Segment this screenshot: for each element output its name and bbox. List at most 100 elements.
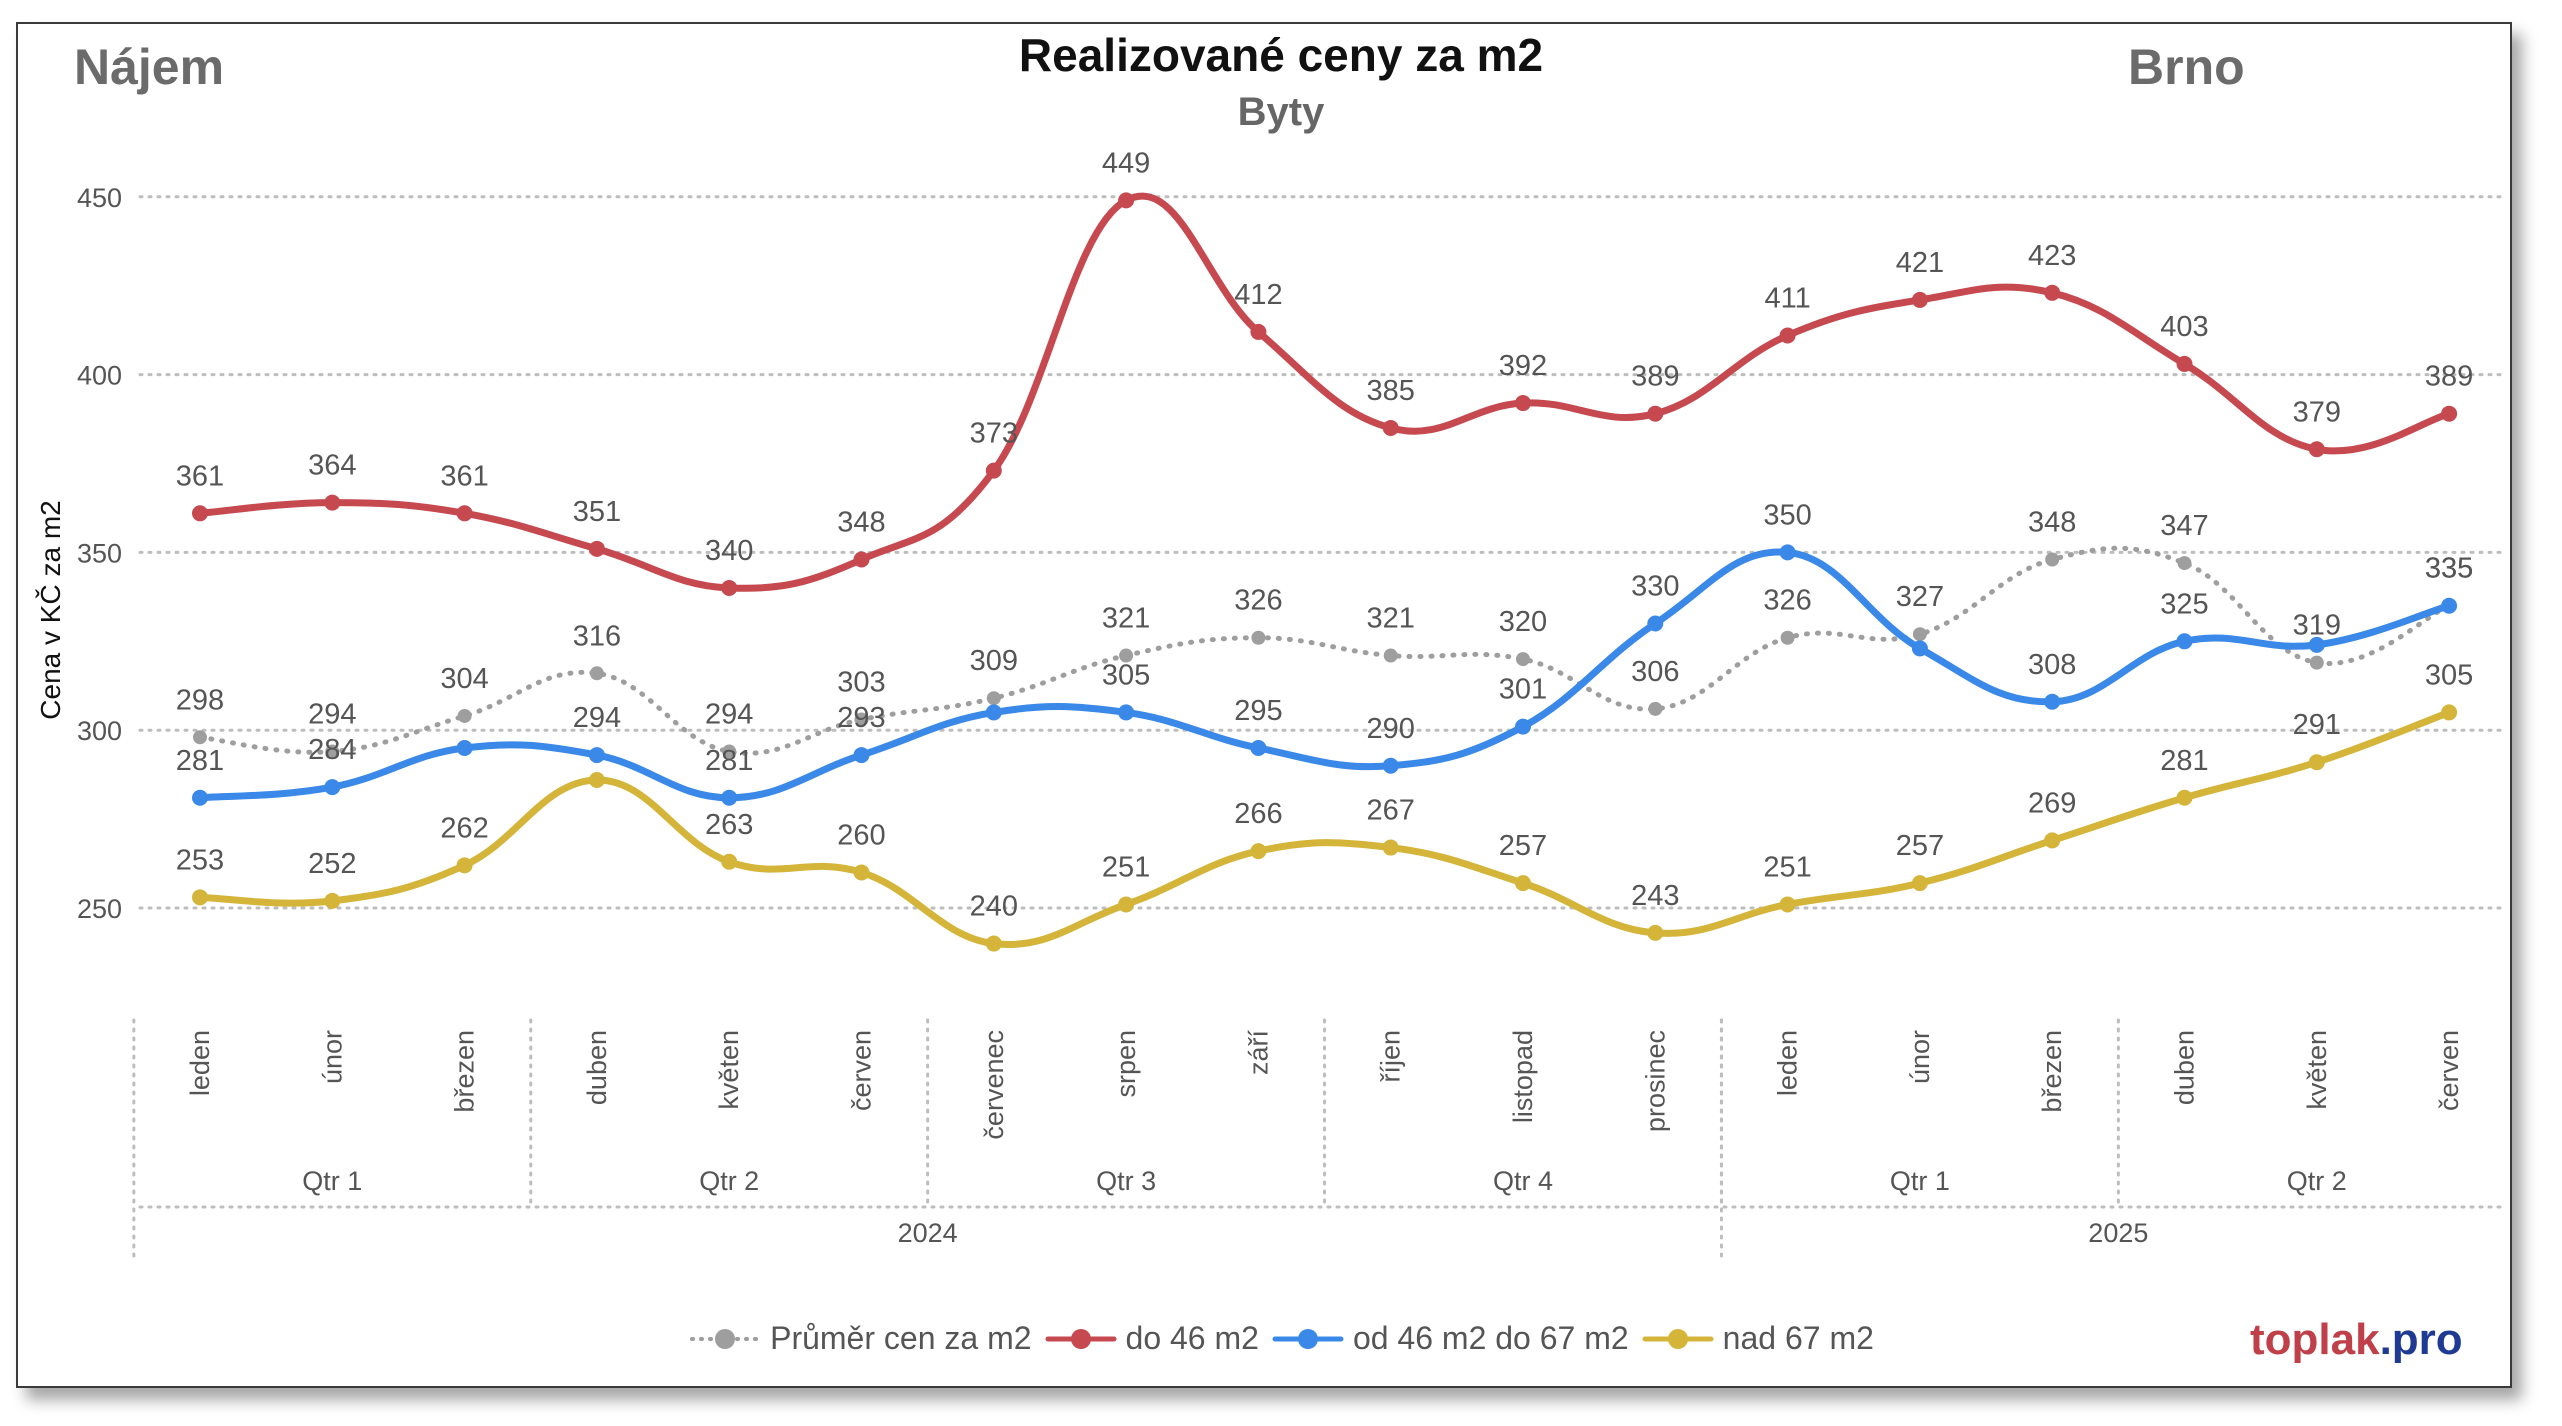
data-point[interactable] xyxy=(853,864,870,881)
data-point[interactable] xyxy=(2176,633,2193,650)
data-point[interactable] xyxy=(1382,839,1399,856)
data-point[interactable] xyxy=(1779,327,1796,344)
data-point[interactable] xyxy=(2308,636,2325,653)
data-point[interactable] xyxy=(192,889,208,906)
data-label: 257 xyxy=(1896,830,1944,862)
x-year-label: 2025 xyxy=(2088,1218,2148,1248)
data-point[interactable] xyxy=(1119,648,1134,663)
data-point[interactable] xyxy=(193,730,207,745)
data-point[interactable] xyxy=(1515,718,1531,735)
rental-label: Nájem xyxy=(74,39,225,95)
data-point[interactable] xyxy=(2045,552,2060,567)
x-month-label: září xyxy=(1243,1030,1273,1076)
data-point[interactable] xyxy=(192,505,208,522)
legend-label: do 46 m2 xyxy=(1125,1320,1259,1356)
data-point[interactable] xyxy=(588,540,605,557)
data-point[interactable] xyxy=(853,747,870,764)
data-point[interactable] xyxy=(456,505,473,522)
data-point[interactable] xyxy=(324,779,341,796)
data-label: 281 xyxy=(176,745,224,777)
x-year-label: 2024 xyxy=(898,1218,958,1248)
y-tick-label: 400 xyxy=(77,361,122,391)
data-point[interactable] xyxy=(457,708,472,723)
data-point[interactable] xyxy=(192,789,208,806)
data-point[interactable] xyxy=(986,691,1001,706)
data-point[interactable] xyxy=(854,712,869,727)
data-point[interactable] xyxy=(853,551,870,568)
y-tick-label: 350 xyxy=(77,538,122,568)
data-point[interactable] xyxy=(2441,704,2458,721)
data-point[interactable] xyxy=(456,739,473,756)
data-point[interactable] xyxy=(721,853,738,870)
y-tick-label: 300 xyxy=(77,716,122,746)
legend-item[interactable]: do 46 m2 xyxy=(1044,1320,1259,1357)
data-label: 257 xyxy=(1499,830,1547,862)
city-label: Brno xyxy=(2128,39,2245,95)
data-point[interactable] xyxy=(588,771,605,788)
data-point[interactable] xyxy=(2044,284,2061,301)
data-point[interactable] xyxy=(588,747,605,764)
data-point[interactable] xyxy=(985,704,1002,721)
data-point[interactable] xyxy=(2308,754,2325,771)
data-point[interactable] xyxy=(1118,192,1135,209)
data-label: 326 xyxy=(1763,585,1811,617)
data-point[interactable] xyxy=(324,494,341,511)
data-point[interactable] xyxy=(1911,291,1928,308)
data-point[interactable] xyxy=(2441,405,2458,422)
data-point[interactable] xyxy=(2177,556,2192,571)
data-point[interactable] xyxy=(2308,441,2325,458)
data-point[interactable] xyxy=(1118,896,1135,913)
data-point[interactable] xyxy=(1911,875,1928,892)
data-point[interactable] xyxy=(2044,693,2061,710)
data-label: 240 xyxy=(970,891,1018,923)
data-point[interactable] xyxy=(1779,896,1796,913)
x-month-label: květen xyxy=(714,1030,744,1110)
x-month-label: březen xyxy=(2037,1030,2067,1113)
data-point[interactable] xyxy=(1912,627,1927,642)
data-point[interactable] xyxy=(1780,630,1795,645)
data-point[interactable] xyxy=(1250,323,1267,340)
data-point[interactable] xyxy=(2309,655,2324,670)
data-point[interactable] xyxy=(1648,701,1663,716)
data-point[interactable] xyxy=(1383,648,1398,663)
data-point[interactable] xyxy=(985,462,1002,479)
data-point[interactable] xyxy=(1647,405,1664,422)
data-point[interactable] xyxy=(1382,757,1399,774)
x-quarter-label: Qtr 1 xyxy=(1890,1166,1950,1196)
data-point[interactable] xyxy=(1647,924,1664,941)
data-point[interactable] xyxy=(722,744,737,759)
data-label: 320 xyxy=(1499,606,1547,638)
legend-item[interactable]: Průměr cen za m2 xyxy=(688,1320,1032,1357)
data-point[interactable] xyxy=(1382,419,1399,436)
data-label: 340 xyxy=(705,535,753,567)
data-point[interactable] xyxy=(721,579,738,596)
legend-label: od 46 m2 do 67 m2 xyxy=(1352,1320,1629,1356)
data-point[interactable] xyxy=(1250,739,1267,756)
data-point[interactable] xyxy=(589,666,604,681)
data-point[interactable] xyxy=(1515,395,1531,412)
data-point[interactable] xyxy=(2044,832,2061,849)
data-label: 298 xyxy=(176,684,224,716)
data-point[interactable] xyxy=(985,935,1002,952)
data-point[interactable] xyxy=(1911,640,1928,657)
data-point[interactable] xyxy=(325,744,340,759)
data-point[interactable] xyxy=(2176,789,2193,806)
data-point[interactable] xyxy=(1251,630,1266,645)
data-point[interactable] xyxy=(2441,597,2458,614)
data-point[interactable] xyxy=(456,857,473,874)
data-point[interactable] xyxy=(2176,355,2193,372)
data-point[interactable] xyxy=(1118,704,1135,721)
data-point[interactable] xyxy=(1250,843,1267,860)
x-month-label: březen xyxy=(450,1030,480,1113)
data-point[interactable] xyxy=(1779,544,1796,561)
brand-domain: .pro xyxy=(2379,1315,2463,1364)
legend-item[interactable]: od 46 m2 do 67 m2 xyxy=(1271,1320,1629,1357)
data-point[interactable] xyxy=(721,789,738,806)
data-point[interactable] xyxy=(1647,615,1664,632)
data-point[interactable] xyxy=(1515,875,1531,892)
data-label: 361 xyxy=(440,460,488,492)
data-point[interactable] xyxy=(1516,652,1530,667)
legend-swatch xyxy=(1272,1328,1344,1349)
legend-item[interactable]: nad 67 m2 xyxy=(1641,1320,1874,1357)
data-point[interactable] xyxy=(324,892,341,909)
